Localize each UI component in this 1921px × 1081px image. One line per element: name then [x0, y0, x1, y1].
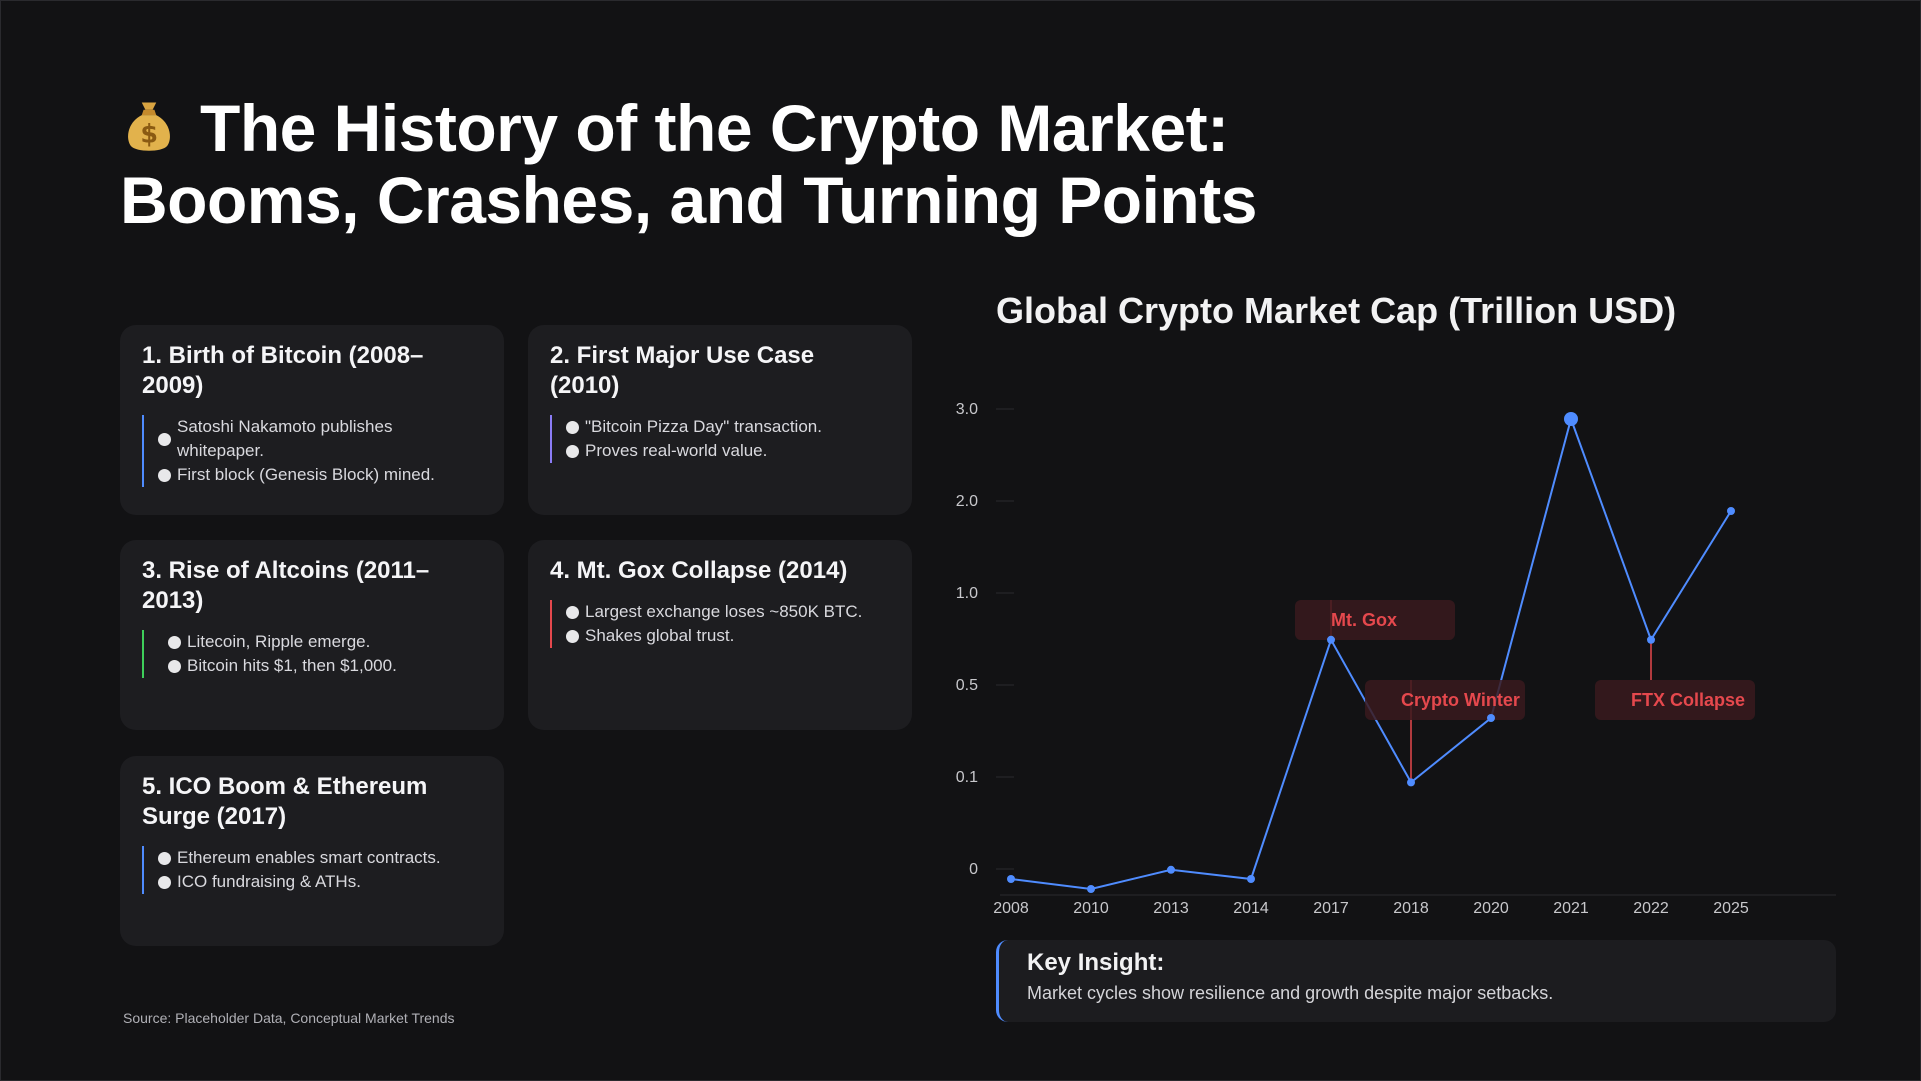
bullet-text: Satoshi Nakamoto publishes whitepaper.: [177, 417, 393, 460]
data-point: [1247, 875, 1255, 883]
bullet-text: Proves real-world value.: [585, 441, 768, 460]
bullet-text: "Bitcoin Pizza Day" transaction.: [585, 417, 822, 436]
market-cap-line-chart: 0 0.1 0.5 1.0 2.0 3.0 2008 2010 2013 2014 2017 2018…: [956, 401, 1836, 917]
timeline-card-4: 4. Mt. Gox Collapse (2014) Largest excha…: [528, 540, 912, 730]
bullet-dot-icon: [158, 432, 171, 446]
bullet-item: Shakes global trust.: [566, 624, 890, 648]
x-tick-label: 2017: [1313, 900, 1349, 917]
card-heading: 2. First Major Use Case (2010): [550, 342, 815, 399]
card-heading: 3. Rise of Altcoins (2011–2013): [142, 557, 430, 614]
data-point: [1087, 885, 1095, 893]
annotation-label: FTX Collapse: [1631, 690, 1745, 710]
data-point: [1487, 714, 1495, 722]
bullet-dot-icon: [566, 444, 579, 458]
market-cap-series-line: [1010, 415, 1732, 891]
timeline-card-2: 2. First Major Use Case (2010) "Bitcoin …: [528, 325, 912, 515]
x-tick-label: 2014: [1233, 900, 1269, 917]
data-point: [1564, 412, 1578, 426]
y-tick-label: 0: [969, 861, 978, 878]
data-point: [1167, 865, 1175, 874]
bullet-dot-icon: [566, 629, 579, 643]
bullet-dot-icon: [168, 635, 181, 649]
card-bullets: "Bitcoin Pizza Day" transaction. Proves …: [550, 415, 890, 463]
x-tick-label: 2013: [1153, 900, 1189, 917]
key-insight-box: Key Insight: Market cycles show resilien…: [996, 940, 1836, 1022]
insight-title: Key Insight:: [1027, 949, 1165, 976]
bullet-item: First block (Genesis Block) mined.: [158, 463, 482, 487]
bullet-dot-icon: [158, 851, 171, 865]
bullet-item: Proves real-world value.: [566, 439, 890, 463]
bullet-item: Bitcoin hits $1, then $1,000.: [158, 654, 482, 678]
bullet-item: Satoshi Nakamoto publishes whitepaper.: [158, 415, 482, 463]
bullet-dot-icon: [158, 468, 171, 482]
timeline-card-5: 5. ICO Boom & Ethereum Surge (2017) Ethe…: [120, 756, 504, 946]
card-heading: 5. ICO Boom & Ethereum Surge (2017): [142, 773, 428, 830]
y-tick-label: 3.0: [956, 401, 978, 418]
bullet-text: Bitcoin hits $1, then $1,000.: [187, 656, 397, 675]
data-point: [1647, 635, 1655, 644]
bullet-text: ICO fundraising & ATHs.: [177, 872, 361, 891]
x-tick-label: 2022: [1633, 900, 1669, 917]
annotation-box: [1295, 600, 1455, 640]
page-title: $ The History of the Crypto Market: Boom…: [120, 92, 1257, 236]
x-tick-label: 2018: [1393, 900, 1429, 917]
bullet-item: Ethereum enables smart contracts.: [158, 846, 482, 870]
x-tick-label: 2020: [1473, 900, 1509, 917]
x-tick-label: 2021: [1553, 900, 1589, 917]
data-point: [1327, 635, 1335, 644]
bullet-text: First block (Genesis Block) mined.: [177, 465, 435, 484]
bullet-item: Litecoin, Ripple emerge.: [158, 630, 482, 654]
card-bullets: Satoshi Nakamoto publishes whitepaper. F…: [142, 415, 482, 487]
annotation-label: Crypto Winter: [1401, 690, 1520, 710]
card-bullets: Litecoin, Ripple emerge. Bitcoin hits $1…: [142, 630, 482, 678]
x-tick-label: 2008: [993, 900, 1029, 917]
card-heading: 1. Birth of Bitcoin (2008–2009): [142, 342, 424, 399]
y-tick-label: 0.1: [956, 769, 978, 786]
insight-text: Market cycles show resilience and growth…: [1027, 983, 1554, 1003]
svg-text:$: $: [140, 118, 157, 148]
y-tick-label: 0.5: [956, 677, 978, 694]
annotation-box: [1595, 680, 1755, 720]
timeline-card-3: 3. Rise of Altcoins (2011–2013) Litecoin…: [120, 540, 504, 730]
bullet-item: "Bitcoin Pizza Day" transaction.: [566, 415, 890, 439]
timeline-card-1: 1. Birth of Bitcoin (2008–2009) Satoshi …: [120, 325, 504, 515]
bullet-dot-icon: [566, 605, 579, 619]
card-heading: 4. Mt. Gox Collapse (2014): [550, 557, 848, 584]
bullet-item: ICO fundraising & ATHs.: [158, 870, 482, 894]
data-point: [1727, 507, 1735, 515]
bullet-text: Shakes global trust.: [585, 626, 735, 645]
data-point: [1407, 778, 1415, 787]
bullet-item: Largest exchange loses ~850K BTC.: [566, 600, 890, 624]
money-bag-icon: $: [128, 102, 170, 151]
bullet-dot-icon: [168, 659, 181, 673]
x-tick-label: 2025: [1713, 900, 1749, 917]
bullet-text: Litecoin, Ripple emerge.: [187, 632, 371, 651]
bullet-text: Largest exchange loses ~850K BTC.: [585, 602, 863, 621]
x-tick-label: 2010: [1073, 900, 1109, 917]
card-bullets: Largest exchange loses ~850K BTC. Shakes…: [550, 600, 890, 648]
bullet-text: Ethereum enables smart contracts.: [177, 848, 441, 867]
data-point: [1007, 875, 1015, 883]
y-tick-label: 2.0: [956, 493, 978, 510]
source-note: Source: Placeholder Data, Conceptual Mar…: [123, 1010, 455, 1026]
title-line-1: The History of the Crypto Market:: [200, 91, 1229, 165]
y-tick-label: 1.0: [956, 585, 978, 602]
title-line-2: Booms, Crashes, and Turning Points: [120, 163, 1257, 237]
bullet-dot-icon: [566, 420, 579, 434]
chart-title: Global Crypto Market Cap (Trillion USD): [996, 290, 1677, 331]
card-bullets: Ethereum enables smart contracts. ICO fu…: [142, 846, 482, 894]
annotation-label: Mt. Gox: [1331, 610, 1397, 630]
annotation-box: [1365, 680, 1525, 720]
bullet-dot-icon: [158, 875, 171, 889]
